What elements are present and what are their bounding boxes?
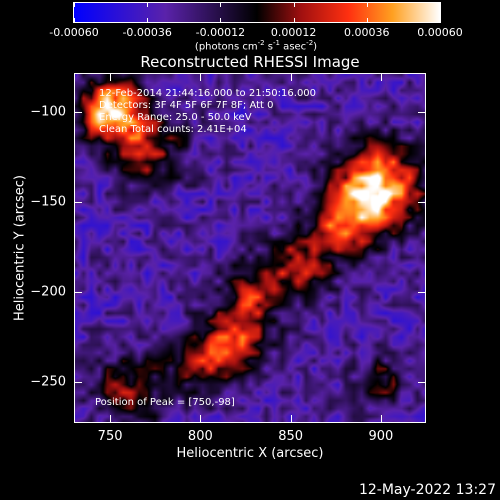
x-axis-title: Heliocentric X (arcsec) <box>177 446 324 461</box>
x-tick <box>381 73 382 81</box>
x-tick <box>200 73 201 81</box>
y-tick-label: −150 <box>28 195 66 210</box>
y-tick <box>74 292 82 293</box>
y-axis-title: Heliocentric Y (arcsec) <box>13 175 28 321</box>
x-tick-label: 850 <box>278 429 303 444</box>
y-tick <box>74 382 82 383</box>
x-tick <box>110 415 111 423</box>
plot-area: 12-Feb-2014 21:44:16.000 to 21:50:16.000… <box>74 73 426 423</box>
colorbar-units: (photons cm-2 s-1 asec-2) <box>195 39 317 52</box>
y-tick-label: −250 <box>28 374 66 389</box>
y-tick <box>418 112 426 113</box>
colorbar-tick <box>74 3 75 7</box>
x-tick-label: 900 <box>368 429 393 444</box>
colorbar-tick-label: 0.00036 <box>344 26 390 39</box>
colorbar-tick <box>74 18 75 22</box>
chart-title: Reconstructed RHESSI Image <box>140 53 359 71</box>
y-tick-label: −200 <box>28 284 66 299</box>
peak-label: Position of Peak = [750,-98] <box>95 397 235 408</box>
colorbar-tick-label: 0.00012 <box>271 26 317 39</box>
colorbar-tick-label: -0.00036 <box>122 26 171 39</box>
x-tick <box>291 73 292 81</box>
y-tick-label: −100 <box>28 105 66 120</box>
annotation-time: 12-Feb-2014 21:44:16.000 to 21:50:16.000 <box>99 88 316 99</box>
colorbar-tick <box>294 18 295 22</box>
annotation-energy: Energy Range: 25.0 - 50.0 keV <box>99 112 252 123</box>
colorbar-tick <box>440 3 441 7</box>
colorbar-tick <box>220 3 221 7</box>
x-tick <box>381 415 382 423</box>
x-tick <box>110 73 111 81</box>
colorbar-tick <box>220 18 221 22</box>
x-tick <box>200 415 201 423</box>
y-tick <box>418 292 426 293</box>
colorbar-tick-label: -0.00060 <box>49 26 98 39</box>
colorbar-tick <box>147 3 148 7</box>
colorbar-tick-label: 0.00060 <box>417 26 463 39</box>
colorbar-tick <box>294 3 295 7</box>
colorbar-tick-label: -0.00012 <box>196 26 245 39</box>
y-tick <box>418 382 426 383</box>
x-tick-label: 800 <box>188 429 213 444</box>
y-tick <box>74 202 82 203</box>
y-tick <box>418 202 426 203</box>
annotation-detectors: Detectors: 3F 4F 5F 6F 7F 8F; Att 0 <box>99 100 274 111</box>
y-tick <box>74 112 82 113</box>
timestamp: 12-May-2022 13:27 <box>359 482 496 498</box>
colorbar-tick <box>147 18 148 22</box>
annotation-clean: Clean Total counts: 2.41E+04 <box>99 124 247 135</box>
colorbar-tick <box>367 18 368 22</box>
colorbar <box>74 3 440 22</box>
x-tick <box>291 415 292 423</box>
x-tick-label: 750 <box>98 429 123 444</box>
colorbar-tick <box>440 18 441 22</box>
colorbar-tick <box>367 3 368 7</box>
